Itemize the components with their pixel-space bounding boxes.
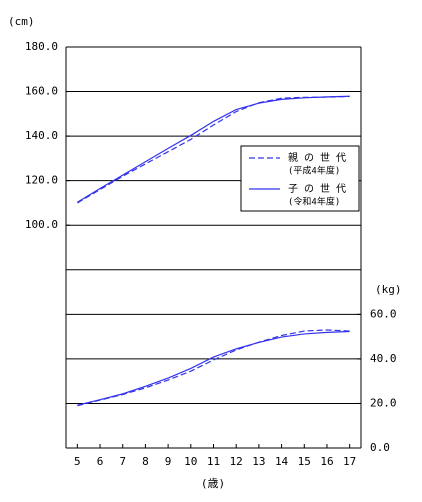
x-tick-label: 11 [207,455,220,468]
legend-label: 子 の 世 代 [288,183,346,195]
legend-label: 親 の 世 代 [288,151,346,164]
line [77,329,350,407]
line [77,95,350,203]
x-tick-label: 17 [343,455,356,468]
legend-period: (令和4年度) [288,196,340,208]
y2-tick-label: 0.0 [370,441,390,454]
line [77,330,350,406]
y2-tick-label: 60.0 [370,307,397,320]
x-tick-label: 9 [165,455,172,468]
x-tick-label: 7 [119,455,126,468]
y-tick-label: 180.0 [25,40,58,53]
x-tick-label: 16 [320,455,333,468]
x-unit: (歳) [201,477,225,490]
y-tick-label: 140.0 [25,129,58,142]
x-tick-label: 10 [184,455,197,468]
x-tick-label: 15 [298,455,311,468]
legend-period: (平成4年度) [288,165,340,177]
y-tick-label: 100.0 [25,218,58,231]
y-unit: (cm) [8,15,35,28]
x-tick-label: 6 [97,455,104,468]
x-tick-label: 13 [252,455,265,468]
y2-unit: (kg) [375,283,402,296]
y-tick-label: 120.0 [25,174,58,187]
legend-box [240,145,360,212]
x-tick-label: 8 [142,455,149,468]
y2-tick-label: 40.0 [370,352,397,365]
x-tick-label: 5 [74,455,81,468]
y2-tick-label: 20.0 [370,396,397,409]
x-tick-label: 12 [230,455,243,468]
x-tick-label: 14 [275,455,289,468]
y-tick-label: 160.0 [25,85,58,98]
